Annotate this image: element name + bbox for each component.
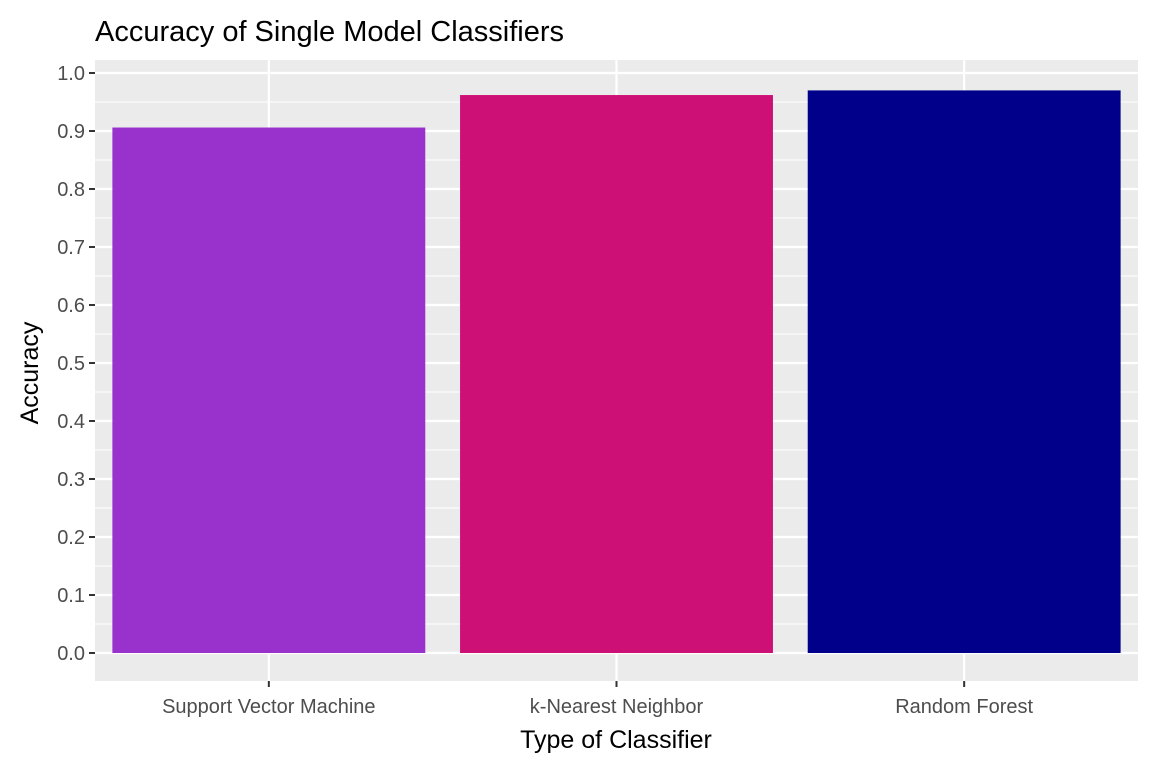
bar [460,95,773,654]
x-tick-label: k-Nearest Neighbor [530,696,704,718]
x-tick-label: Random Forest [895,696,1033,718]
y-tick-label: 0.0 [57,643,85,665]
y-tick-label: 0.9 [57,121,85,143]
plot-panel [95,60,1138,681]
y-tick-label: 0.2 [57,527,85,549]
chart-title: Accuracy of Single Model Classifiers [95,16,564,48]
bar [112,127,426,653]
y-tick-label: 0.1 [57,585,85,607]
y-tick-label: 0.6 [57,295,85,317]
bar [807,90,1121,653]
x-axis-label: Type of Classifier [520,726,712,754]
y-tick-label: 0.8 [57,179,85,201]
y-tick-label: 1.0 [57,63,85,85]
y-tick-label: 0.7 [57,237,85,259]
y-axis-label: Accuracy [16,321,44,424]
y-tick-label: 0.4 [57,411,85,433]
x-axis: Support Vector Machine k-Nearest Neighbor… [162,681,1034,718]
y-tick-label: 0.3 [57,469,85,491]
y-axis: 0.0 0.1 0.2 0.3 0.4 0.5 0.6 0.7 0.8 0.9 1.0 [57,63,95,665]
x-tick-label: Support Vector Machine [162,696,375,718]
y-tick-label: 0.5 [57,353,85,375]
